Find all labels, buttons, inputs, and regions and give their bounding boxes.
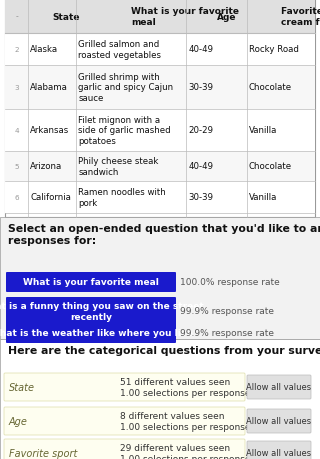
FancyBboxPatch shape [247, 375, 311, 399]
Text: 99.9% response rate: 99.9% response rate [180, 329, 274, 338]
Text: 30-39: 30-39 [188, 193, 213, 202]
Text: Select an open-ended question that you'd like to analyze
responses for:: Select an open-ended question that you'd… [8, 224, 320, 245]
Text: Filet mignon with a
side of garlic mashed
potatoes: Filet mignon with a side of garlic mashe… [78, 116, 171, 146]
Text: 8 different values seen
1.00 selections per response: 8 different values seen 1.00 selections … [120, 411, 251, 431]
Text: Arizona: Arizona [30, 162, 62, 171]
Text: Vanilla: Vanilla [249, 126, 277, 135]
FancyBboxPatch shape [4, 373, 245, 401]
FancyBboxPatch shape [6, 297, 176, 325]
Text: 3: 3 [14, 85, 19, 91]
Text: What is your favorite
meal: What is your favorite meal [131, 7, 239, 27]
Bar [5, 182, 315, 213]
Bar [5, 110, 315, 151]
Bar [0, 218, 320, 339]
Text: Age: Age [217, 12, 236, 22]
Text: 40-49: 40-49 [188, 45, 213, 54]
Bar [5, 66, 315, 110]
FancyBboxPatch shape [6, 323, 176, 343]
Text: Vanilla: Vanilla [249, 193, 277, 202]
FancyBboxPatch shape [247, 441, 311, 459]
FancyBboxPatch shape [4, 407, 245, 435]
Text: Here are the categorical questions from your survey:: Here are the categorical questions from … [8, 345, 320, 355]
Text: 51 different values seen
1.00 selections per response: 51 different values seen 1.00 selections… [120, 377, 251, 397]
Text: State: State [9, 382, 35, 392]
Text: 30-39: 30-39 [188, 84, 213, 92]
Bar [5, 151, 315, 182]
Text: California: California [30, 193, 71, 202]
Bar [5, 34, 315, 66]
Text: Rocky Road: Rocky Road [249, 45, 299, 54]
Text: Chocolate: Chocolate [249, 84, 292, 92]
Text: 6: 6 [14, 195, 19, 201]
Text: Grilled shrimp with
garlic and spicy Cajun
sauce: Grilled shrimp with garlic and spicy Caj… [78, 73, 173, 103]
Text: Age: Age [9, 416, 28, 426]
Bar [0, 339, 320, 459]
Text: Allow all values: Allow all values [246, 417, 312, 425]
Text: What is your favorite meal: What is your favorite meal [23, 278, 159, 287]
Text: Arkansas: Arkansas [30, 126, 69, 135]
Text: Phily cheese steak
sandwich: Phily cheese steak sandwich [78, 157, 159, 176]
Text: Allow all values: Allow all values [246, 448, 312, 458]
Text: Ramen noodles with
pork: Ramen noodles with pork [78, 188, 166, 207]
Text: 29 different values seen
1.00 selections per response: 29 different values seen 1.00 selections… [120, 443, 251, 459]
Text: Grilled salmon and
roasted vegetables: Grilled salmon and roasted vegetables [78, 40, 161, 60]
Text: Alabama: Alabama [30, 84, 68, 92]
Text: 4: 4 [14, 128, 19, 134]
Text: 99.9% response rate: 99.9% response rate [180, 307, 274, 316]
Text: What is the weather like where you live: What is the weather like where you live [0, 329, 192, 338]
FancyBboxPatch shape [4, 439, 245, 459]
Text: Allow all values: Allow all values [246, 383, 312, 392]
Text: State: State [52, 12, 80, 22]
Bar [5, 0, 315, 34]
FancyBboxPatch shape [247, 409, 311, 433]
Text: Alaska: Alaska [30, 45, 58, 54]
Text: Favorite sport: Favorite sport [9, 448, 77, 458]
Text: 40-49: 40-49 [188, 162, 213, 171]
Text: 2: 2 [14, 47, 19, 53]
FancyBboxPatch shape [6, 272, 176, 292]
Text: 5: 5 [14, 164, 19, 170]
Text: 20-29: 20-29 [188, 126, 213, 135]
Text: Chocolate: Chocolate [249, 162, 292, 171]
Text: 100.0% response rate: 100.0% response rate [180, 278, 280, 287]
Bar [5, 0, 315, 218]
Text: -: - [15, 12, 18, 22]
Text: What is a funny thing you saw on the street
recently: What is a funny thing you saw on the str… [0, 302, 204, 321]
Text: Favorite ice
cream flavor: Favorite ice cream flavor [281, 7, 320, 27]
